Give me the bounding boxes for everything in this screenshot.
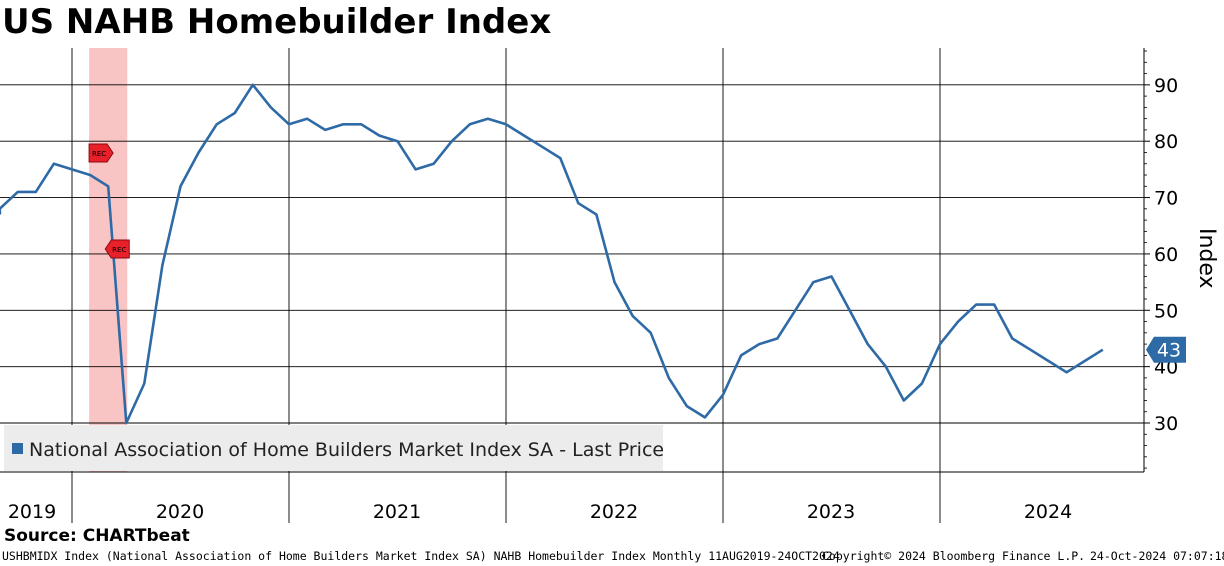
x-year-label: 2020 [156, 501, 204, 523]
y-axis-label: Index [1194, 228, 1219, 289]
y-tick-label: 80 [1154, 131, 1178, 153]
legend-label: National Association of Home Builders Ma… [29, 439, 664, 461]
last-value-tag [1146, 336, 1186, 363]
recession-marker-shape [104, 239, 130, 259]
plot-frame [0, 48, 1145, 473]
x-year-label: 2021 [373, 501, 421, 523]
recession-band [89, 48, 128, 472]
recession-marker-label: REC [112, 246, 126, 254]
footer-copyright: Copyright© 2024 Bloomberg Finance L.P. [822, 549, 1086, 563]
grid-lines [0, 84, 1144, 424]
recession-marker-shape [88, 143, 114, 163]
y-tick-label: 30 [1154, 413, 1178, 435]
y-tick-label: 70 [1154, 188, 1178, 210]
legend: National Association of Home Builders Ma… [4, 425, 664, 471]
footer-timestamp: 24-Oct-2024 07:07:18 [1090, 549, 1224, 563]
legend-swatch [12, 443, 23, 454]
footer-description: USHBMIDX Index (National Association of … [2, 549, 840, 563]
recession-marker: REC [104, 239, 130, 259]
series-line-group [0, 83, 1104, 425]
chart-title: US NAHB Homebuilder Index [2, 2, 552, 42]
recession-marker: REC [88, 143, 114, 163]
recession-marker-label: REC [92, 150, 106, 158]
recession-shading [89, 48, 128, 472]
last-value-marker: 43 [1146, 336, 1186, 363]
y-tick-label: 60 [1154, 244, 1178, 266]
x-year-label: 2022 [590, 501, 638, 523]
x-year-label: 2023 [807, 501, 855, 523]
legend-box [4, 425, 663, 471]
y-tick-label: 90 [1154, 75, 1178, 97]
last-value-label: 43 [1157, 340, 1181, 362]
source-label: Source: CHARTbeat [4, 526, 190, 546]
y-tick-label: 50 [1154, 300, 1178, 322]
x-year-label: 2024 [1024, 501, 1072, 523]
x-year-label: 2019 [8, 501, 56, 523]
recession-markers: REC REC [88, 143, 130, 259]
series-line [0, 83, 1104, 425]
x-axis: 2019 2020 2021 2022 2023 2024 [8, 501, 1072, 523]
